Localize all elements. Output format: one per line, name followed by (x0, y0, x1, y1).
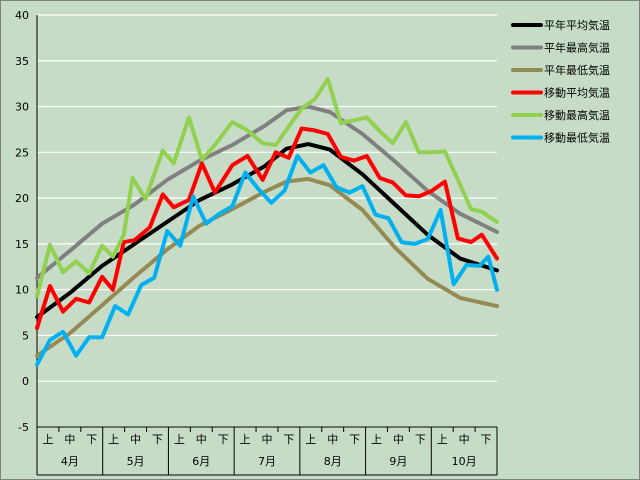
series-line (35, 126, 499, 331)
decade-label: 上 (108, 433, 119, 446)
decade-label: 中 (459, 433, 470, 446)
y-tick-label: 10 (15, 284, 29, 297)
y-axis-ticks: -5 0 5 10 15 20 25 30 35 40 (15, 9, 29, 434)
y-tick-label: 5 (22, 329, 29, 342)
legend-label: 移動平均気温 (544, 86, 610, 100)
month-label: 6月 (192, 455, 210, 468)
decade-label: 中 (327, 433, 338, 446)
decade-label: 下 (218, 433, 229, 446)
decade-label: 下 (283, 433, 294, 446)
decade-label: 中 (64, 433, 75, 446)
legend-label: 平年最高気温 (544, 41, 610, 55)
series-line (35, 142, 499, 320)
decade-label: 上 (305, 433, 316, 446)
series-line (35, 104, 499, 280)
series-lines (35, 77, 499, 367)
decade-label: 上 (240, 433, 251, 446)
month-label: 5月 (127, 455, 145, 468)
decade-label: 中 (262, 433, 273, 446)
x-axis: 上中下4月上中下5月上中下6月上中下7月上中下8月上中下9月上中下10月 (36, 426, 498, 476)
month-label: 8月 (324, 455, 342, 468)
y-tick-label: 20 (15, 192, 29, 205)
decade-label: 上 (371, 433, 382, 446)
y-tick-label: 30 (15, 101, 29, 114)
y-tick-label: 0 (22, 375, 29, 388)
decade-label: 下 (415, 433, 426, 446)
legend-label: 移動最高気温 (544, 108, 610, 122)
legend-label: 移動最低気温 (544, 131, 610, 145)
plot-area (37, 15, 497, 427)
decade-label: 上 (174, 433, 185, 446)
decade-label: 中 (130, 433, 141, 446)
y-tick-label: 25 (15, 146, 29, 159)
month-label: 9月 (389, 455, 407, 468)
decade-label: 上 (437, 433, 448, 446)
month-label: 10月 (452, 455, 477, 468)
y-tick-label: 15 (15, 238, 29, 251)
legend-label: 平年平均気温 (544, 18, 610, 32)
series-line (35, 154, 499, 367)
decade-label: 中 (393, 433, 404, 446)
decade-label: 中 (196, 433, 207, 446)
decade-label: 下 (481, 433, 492, 446)
decade-label: 下 (349, 433, 360, 446)
series-line (35, 176, 499, 358)
decade-label: 上 (42, 433, 53, 446)
decade-label: 下 (152, 433, 163, 446)
decade-label: 下 (86, 433, 97, 446)
legend-label: 平年最低気温 (544, 63, 610, 77)
y-tick-label: 35 (15, 55, 29, 68)
month-label: 4月 (61, 455, 79, 468)
month-label: 7月 (258, 455, 276, 468)
y-tick-label: -5 (18, 421, 29, 434)
series-line (35, 77, 499, 299)
y-tick-label: 40 (15, 9, 29, 22)
